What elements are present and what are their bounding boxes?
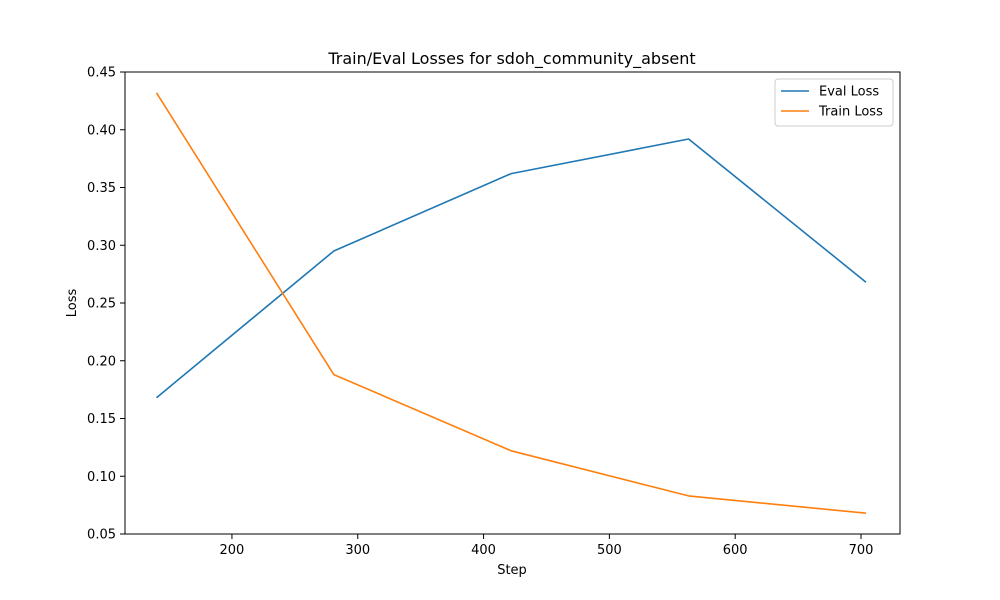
- y-tick-label: 0.30: [87, 239, 116, 254]
- y-tick-label: 0.35: [87, 181, 116, 196]
- plot-area: 200 300 400 500 600 700 0.05 0.10 0.15 0.20 0.25 0.…: [87, 66, 873, 559]
- y-tick-label: 0.45: [87, 66, 116, 81]
- y-tick-label: 0.15: [87, 412, 116, 427]
- y-tick-label: 0.25: [87, 297, 116, 312]
- chart-title: Train/Eval Losses for sdoh_community_abs…: [327, 49, 695, 69]
- legend: Eval Loss Train Loss: [774, 78, 894, 127]
- y-tick-label: 0.20: [87, 354, 116, 369]
- x-axis-label: Step: [497, 563, 527, 578]
- x-tick-label: 400: [471, 543, 496, 558]
- y-tick-label: 0.10: [87, 470, 116, 485]
- y-tick-label: 0.40: [87, 123, 116, 138]
- x-tick-label: 700: [849, 543, 874, 558]
- x-tick-label: 600: [723, 543, 748, 558]
- y-tick-label: 0.05: [87, 528, 116, 543]
- x-tick-label: 200: [220, 543, 245, 558]
- legend-label-train-loss: Train Loss: [818, 105, 883, 120]
- x-tick-label: 300: [345, 543, 370, 558]
- y-axis-label: Loss: [65, 289, 80, 318]
- plot-frame: [124, 71, 901, 535]
- legend-label-eval-loss: Eval Loss: [819, 85, 879, 100]
- x-tick-label: 500: [597, 543, 622, 558]
- train-loss-line: [155, 92, 867, 514]
- eval-loss-line: [155, 138, 867, 399]
